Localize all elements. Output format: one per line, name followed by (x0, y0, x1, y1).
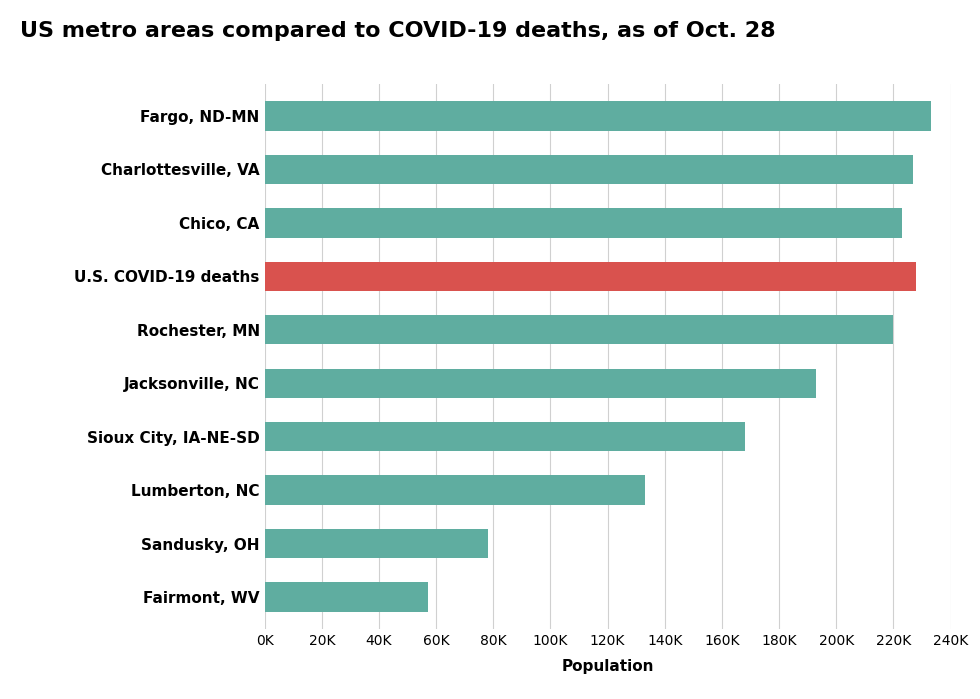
Bar (265, 422, 745, 452)
X-axis label: Population: Population (562, 659, 654, 674)
Bar (265, 529, 488, 559)
Text: US metro areas compared to COVID-19 deaths, as of Oct. 28: US metro areas compared to COVID-19 deat… (20, 21, 775, 41)
Bar (265, 475, 645, 505)
Bar (265, 261, 916, 291)
Bar (265, 154, 913, 184)
Bar (265, 582, 427, 612)
Bar (265, 315, 894, 345)
Bar (265, 368, 816, 398)
Bar (265, 101, 931, 131)
Bar (265, 208, 902, 238)
